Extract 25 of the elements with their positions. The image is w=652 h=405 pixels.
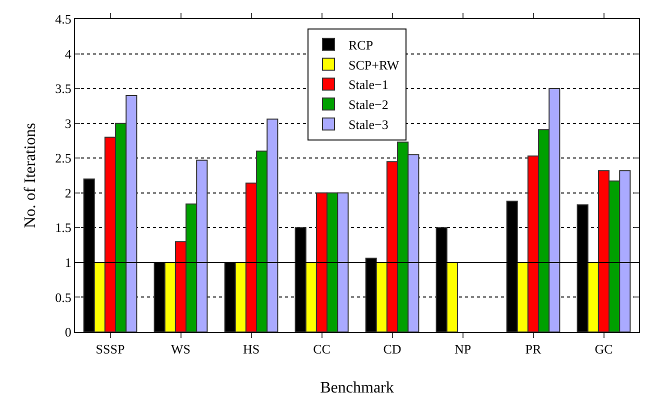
x-axis-title: Benchmark xyxy=(320,379,394,396)
x-tick-label: CD xyxy=(383,342,402,357)
legend-label: SCP+RW xyxy=(348,57,400,72)
x-tick-label: WS xyxy=(171,342,190,357)
y-tick-label: 2.5 xyxy=(55,150,72,166)
y-axis-title: No. of Iterations xyxy=(22,122,40,228)
y-tick-label: 1.5 xyxy=(55,220,72,236)
y-tick-label: 3.5 xyxy=(55,81,72,96)
y-tick-label: 1 xyxy=(64,254,72,270)
x-tick-label: PR xyxy=(525,342,542,357)
legend-label: Stale−2 xyxy=(348,97,388,112)
x-tick-label: GC xyxy=(594,342,613,357)
x-tick-label: SSSP xyxy=(96,342,125,357)
legend-label: Stale−1 xyxy=(348,77,388,92)
x-tick-label: NP xyxy=(454,342,472,357)
y-tick-label: 4 xyxy=(64,46,72,62)
x-tick-label: CC xyxy=(313,342,330,357)
y-tick-label: 2 xyxy=(64,185,72,200)
y-tick-label: 3 xyxy=(64,116,72,131)
y-tick-label: 0.5 xyxy=(55,290,72,305)
y-tick-label: 4.5 xyxy=(55,12,72,27)
y-tick-label: 0 xyxy=(64,324,72,340)
legend-label: Stale−3 xyxy=(348,117,388,132)
x-tick-label: HS xyxy=(242,342,260,357)
legend-label: RCP xyxy=(348,37,374,52)
